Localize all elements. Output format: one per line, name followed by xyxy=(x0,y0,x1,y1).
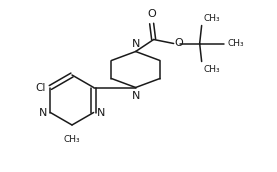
Text: N: N xyxy=(39,108,47,117)
Text: O: O xyxy=(175,37,183,47)
Text: O: O xyxy=(147,8,156,19)
Text: CH₃: CH₃ xyxy=(204,13,220,23)
Text: Cl: Cl xyxy=(35,83,45,93)
Text: N: N xyxy=(97,108,105,117)
Text: N: N xyxy=(132,90,140,100)
Text: CH₃: CH₃ xyxy=(64,135,80,144)
Text: N: N xyxy=(132,39,140,49)
Text: CH₃: CH₃ xyxy=(228,39,244,48)
Text: CH₃: CH₃ xyxy=(204,64,220,73)
